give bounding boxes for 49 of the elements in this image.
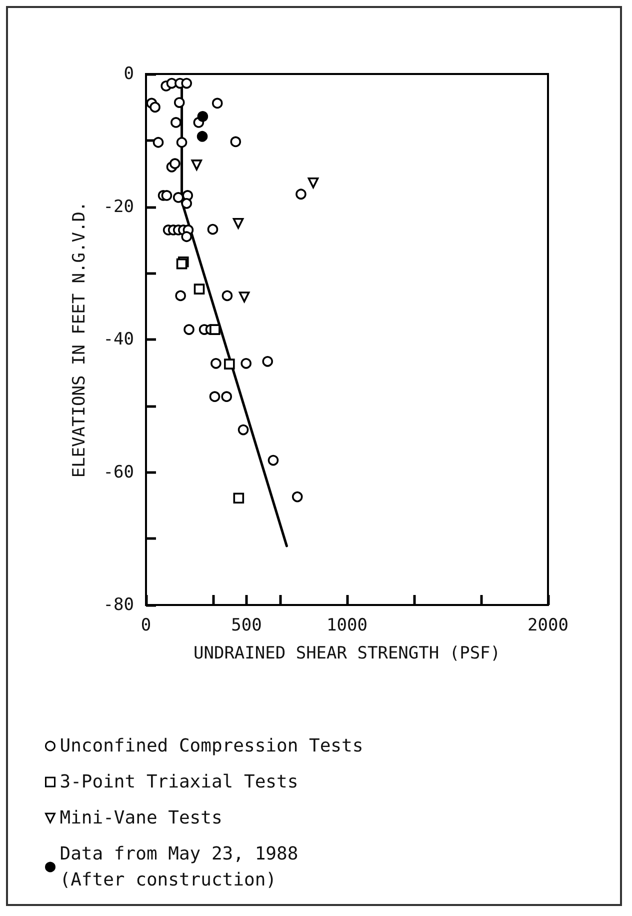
point xyxy=(184,324,194,335)
x-tick-label: 1000 xyxy=(326,616,368,636)
point xyxy=(212,98,223,109)
point xyxy=(170,158,180,170)
point xyxy=(209,391,220,402)
point xyxy=(222,290,233,302)
y-tick-label: -60 xyxy=(103,462,134,482)
point xyxy=(240,358,252,369)
point xyxy=(197,111,208,122)
x-tick-label: 0 xyxy=(140,616,152,636)
y-tick-label: -80 xyxy=(103,595,134,615)
point xyxy=(296,188,306,200)
y-tick-label: -40 xyxy=(103,330,134,350)
point xyxy=(221,391,232,402)
legend-label: Mini-Vane Tests xyxy=(60,808,222,828)
point xyxy=(191,160,202,170)
point xyxy=(181,231,192,242)
legend-label: 3-Point Triaxial Tests xyxy=(60,772,298,792)
point xyxy=(175,290,186,302)
y-tick-label: 0 xyxy=(124,64,134,84)
point xyxy=(161,190,172,201)
point xyxy=(176,136,188,148)
point xyxy=(238,424,249,436)
legend-label: Data from May 23, 1988 (After construction) xyxy=(60,844,298,890)
x-tick-label: 2000 xyxy=(528,616,568,636)
point xyxy=(210,358,222,369)
point xyxy=(196,130,208,142)
point xyxy=(152,136,164,148)
point xyxy=(174,97,185,108)
point xyxy=(233,492,244,504)
point xyxy=(194,284,205,294)
point xyxy=(232,218,244,229)
legend-label: Unconfined Compression Tests xyxy=(60,736,364,756)
x-axis-title: UNDRAINED SHEAR STRENGTH (PSF) xyxy=(193,644,501,664)
point xyxy=(238,292,250,302)
point xyxy=(268,454,279,466)
point xyxy=(230,136,242,148)
point xyxy=(292,491,303,502)
point xyxy=(262,356,274,367)
point xyxy=(207,224,218,235)
point xyxy=(181,78,192,89)
x-tick-label: 500 xyxy=(231,616,262,636)
point xyxy=(210,324,220,335)
point xyxy=(170,117,182,128)
point xyxy=(308,177,319,188)
y-tick-label: -20 xyxy=(103,196,134,217)
point xyxy=(150,102,160,113)
y-axis-title: ELEVATIONS IN FEET N.G.V.D. xyxy=(70,201,90,478)
point xyxy=(224,358,235,370)
